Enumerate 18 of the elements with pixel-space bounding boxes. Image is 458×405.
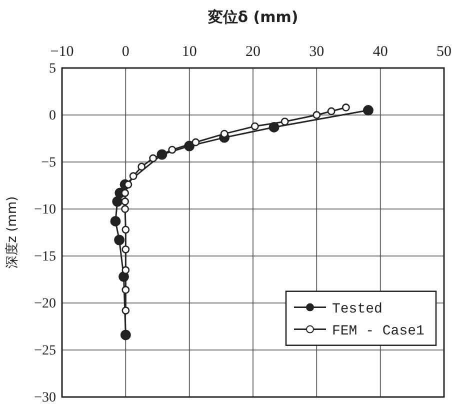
legend-label: Tested <box>332 301 382 318</box>
y-tick-label: −25 <box>34 343 56 358</box>
y-tick-label: −30 <box>34 390 56 405</box>
y-tick-label: 5 <box>49 61 56 76</box>
x-tick-label: 40 <box>372 44 388 60</box>
y-tick-label: −20 <box>34 296 56 312</box>
x-tick-label: 50 <box>436 44 452 60</box>
y-axis-title: 深度z (mm) <box>4 196 20 269</box>
y-tick-label: −5 <box>41 155 56 170</box>
x-tick-label: 20 <box>246 44 260 60</box>
x-tick-label: 0 <box>122 44 130 60</box>
y-tick-label: −15 <box>34 249 56 264</box>
x-tick-label: 10 <box>182 44 197 60</box>
x-axis-title: 変位δ (mm) <box>206 8 298 26</box>
y-tick-label: −10 <box>34 202 56 218</box>
x-tick-label: 30 <box>309 44 324 60</box>
y-tick-label: 0 <box>49 108 56 124</box>
legend-label: FEM - Case1 <box>332 323 424 340</box>
